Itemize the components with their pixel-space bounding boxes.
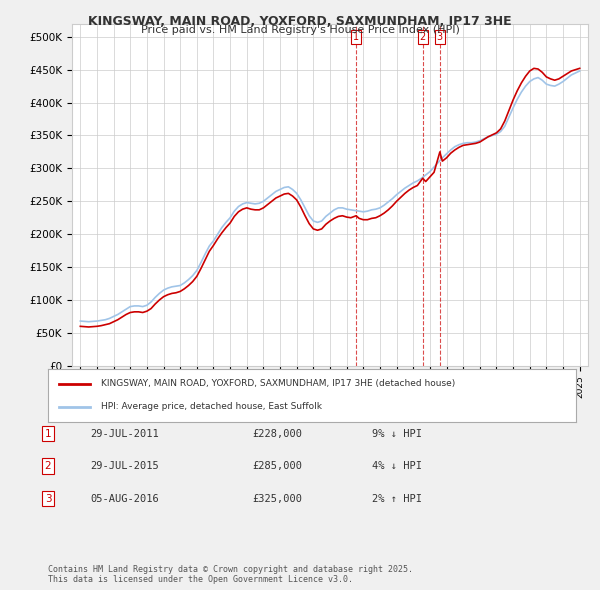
Text: £285,000: £285,000	[252, 461, 302, 471]
Text: 9% ↓ HPI: 9% ↓ HPI	[372, 429, 422, 438]
Text: 2% ↑ HPI: 2% ↑ HPI	[372, 494, 422, 503]
Text: 29-JUL-2015: 29-JUL-2015	[90, 461, 159, 471]
Text: Contains HM Land Registry data © Crown copyright and database right 2025.
This d: Contains HM Land Registry data © Crown c…	[48, 565, 413, 584]
Text: £228,000: £228,000	[252, 429, 302, 438]
Text: 2: 2	[419, 32, 426, 42]
Text: 1: 1	[353, 32, 359, 42]
Text: 3: 3	[44, 494, 52, 503]
Text: Price paid vs. HM Land Registry's House Price Index (HPI): Price paid vs. HM Land Registry's House …	[140, 25, 460, 35]
Text: £325,000: £325,000	[252, 494, 302, 503]
Text: 1: 1	[44, 429, 52, 438]
Text: 2: 2	[44, 461, 52, 471]
Text: 29-JUL-2011: 29-JUL-2011	[90, 429, 159, 438]
Text: 3: 3	[437, 32, 443, 42]
Text: KINGSWAY, MAIN ROAD, YOXFORD, SAXMUNDHAM, IP17 3HE (detached house): KINGSWAY, MAIN ROAD, YOXFORD, SAXMUNDHAM…	[101, 379, 455, 388]
Text: 4% ↓ HPI: 4% ↓ HPI	[372, 461, 422, 471]
Text: HPI: Average price, detached house, East Suffolk: HPI: Average price, detached house, East…	[101, 402, 322, 411]
Text: KINGSWAY, MAIN ROAD, YOXFORD, SAXMUNDHAM, IP17 3HE: KINGSWAY, MAIN ROAD, YOXFORD, SAXMUNDHAM…	[88, 15, 512, 28]
Text: 05-AUG-2016: 05-AUG-2016	[90, 494, 159, 503]
